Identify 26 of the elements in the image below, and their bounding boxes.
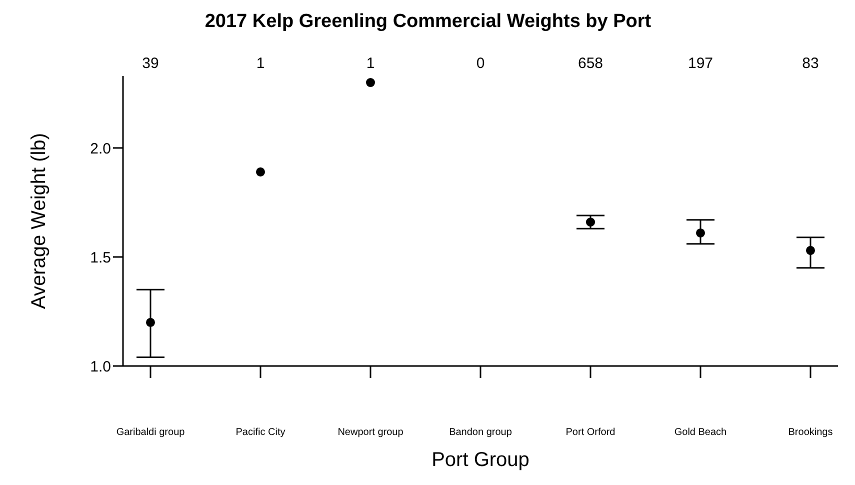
x-tick-label: Garibaldi group xyxy=(116,427,186,438)
y-tick-label: 1.5 xyxy=(90,249,111,266)
text: 39 xyxy=(142,55,159,72)
x-tick-label: Newport group xyxy=(338,427,404,438)
y-tick-label: 2.0 xyxy=(90,140,111,158)
chart-title: 2017 Kelp Greenling Commercial Weights by Port xyxy=(204,10,652,34)
text: 1 xyxy=(366,55,375,72)
x-tick-label: Gold Beach xyxy=(674,427,727,438)
y-axis-title: Average Weight (lb) xyxy=(28,132,50,310)
x-tick-label: Port Orford xyxy=(566,427,616,438)
x-tick-label: Pacific City xyxy=(236,427,286,438)
text: 83 xyxy=(802,55,819,72)
point xyxy=(696,228,706,238)
y-tick-label: 1.0 xyxy=(90,358,111,376)
point xyxy=(806,246,816,255)
text: 658 xyxy=(578,55,604,72)
point xyxy=(366,78,376,88)
text: 1 xyxy=(256,55,265,72)
x-tick-label: Bandon group xyxy=(449,427,512,438)
text: 197 xyxy=(688,55,714,72)
text: 0 xyxy=(476,55,485,72)
point xyxy=(146,318,156,327)
x-axis-title: Port Group xyxy=(432,449,530,471)
point xyxy=(586,218,596,227)
x-tick-label: Brookings xyxy=(788,427,833,438)
point xyxy=(256,167,266,176)
